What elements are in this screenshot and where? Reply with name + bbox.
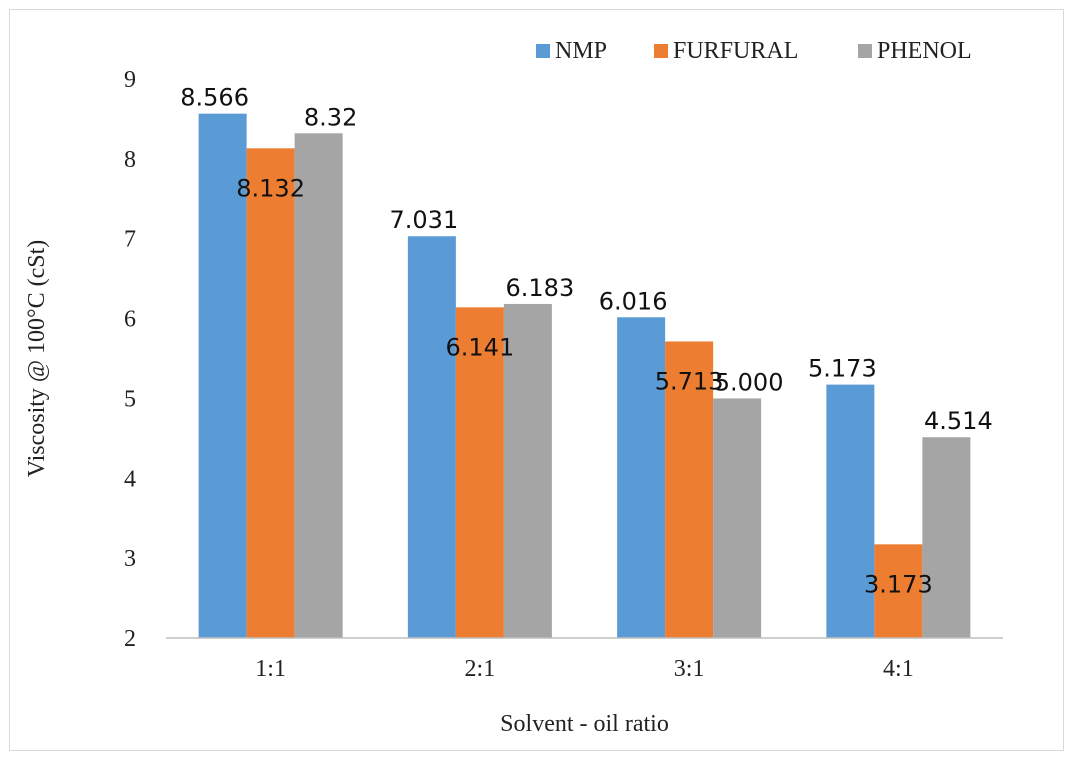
x-tick-label: 3:1 xyxy=(674,656,705,682)
x-axis-ticks: 1:1 2:1 3:1 4:1 xyxy=(255,656,913,682)
y-tick-label: 7 xyxy=(124,227,136,253)
data-label: 4.514 xyxy=(924,407,993,435)
data-label: 5.713 xyxy=(655,367,724,395)
y-axis-ticks: 2 3 4 5 6 7 8 9 xyxy=(124,67,136,652)
y-tick-label: 4 xyxy=(124,466,136,492)
bar-phenol-1 xyxy=(294,133,343,638)
data-label: 6.183 xyxy=(506,274,575,302)
data-label: 6.016 xyxy=(599,287,668,315)
legend-label-phenol: PHENOL xyxy=(877,38,972,64)
y-tick-label: 2 xyxy=(124,626,136,652)
legend-swatch-nmp xyxy=(536,44,550,58)
data-label: 8.132 xyxy=(236,174,305,202)
bar-phenol-4 xyxy=(922,437,971,638)
y-tick-label: 9 xyxy=(124,67,136,93)
legend-swatch-furfural xyxy=(654,44,668,58)
y-tick-label: 3 xyxy=(124,546,136,572)
y-tick-label: 5 xyxy=(124,386,136,412)
bar-furfural-2 xyxy=(455,307,504,638)
data-label: 6.141 xyxy=(446,333,515,361)
x-tick-label: 1:1 xyxy=(255,656,286,682)
y-tick-label: 8 xyxy=(124,147,136,173)
data-label: 8.32 xyxy=(304,103,357,131)
x-axis-title: Solvent - oil ratio xyxy=(500,711,669,737)
bar-furfural-1 xyxy=(246,148,295,639)
y-tick-label: 6 xyxy=(124,307,136,333)
data-label: 8.566 xyxy=(180,84,249,112)
data-label: 5.000 xyxy=(715,368,784,396)
bar-phenol-2 xyxy=(503,303,552,638)
legend-label-furfural: FURFURAL xyxy=(673,38,798,64)
legend: NMP FURFURAL PHENOL xyxy=(536,38,972,64)
data-label: 3.173 xyxy=(864,570,933,598)
x-tick-label: 2:1 xyxy=(465,656,496,682)
bar-nmp-3 xyxy=(617,317,666,638)
bar-furfural-4 xyxy=(874,544,923,638)
bar-nmp-1 xyxy=(198,113,247,638)
bar-phenol-3 xyxy=(713,398,762,638)
x-tick-label: 4:1 xyxy=(883,656,914,682)
bar-nmp-4 xyxy=(826,384,875,638)
data-label: 7.031 xyxy=(390,206,459,234)
bars xyxy=(198,113,971,639)
legend-label-nmp: NMP xyxy=(555,38,607,64)
bar-nmp-2 xyxy=(407,236,456,638)
data-label: 5.173 xyxy=(808,355,877,383)
y-axis-title: Viscosity @ 100°C (cSt) xyxy=(24,240,50,478)
bar-furfural-3 xyxy=(665,341,714,638)
legend-swatch-phenol xyxy=(858,44,872,58)
